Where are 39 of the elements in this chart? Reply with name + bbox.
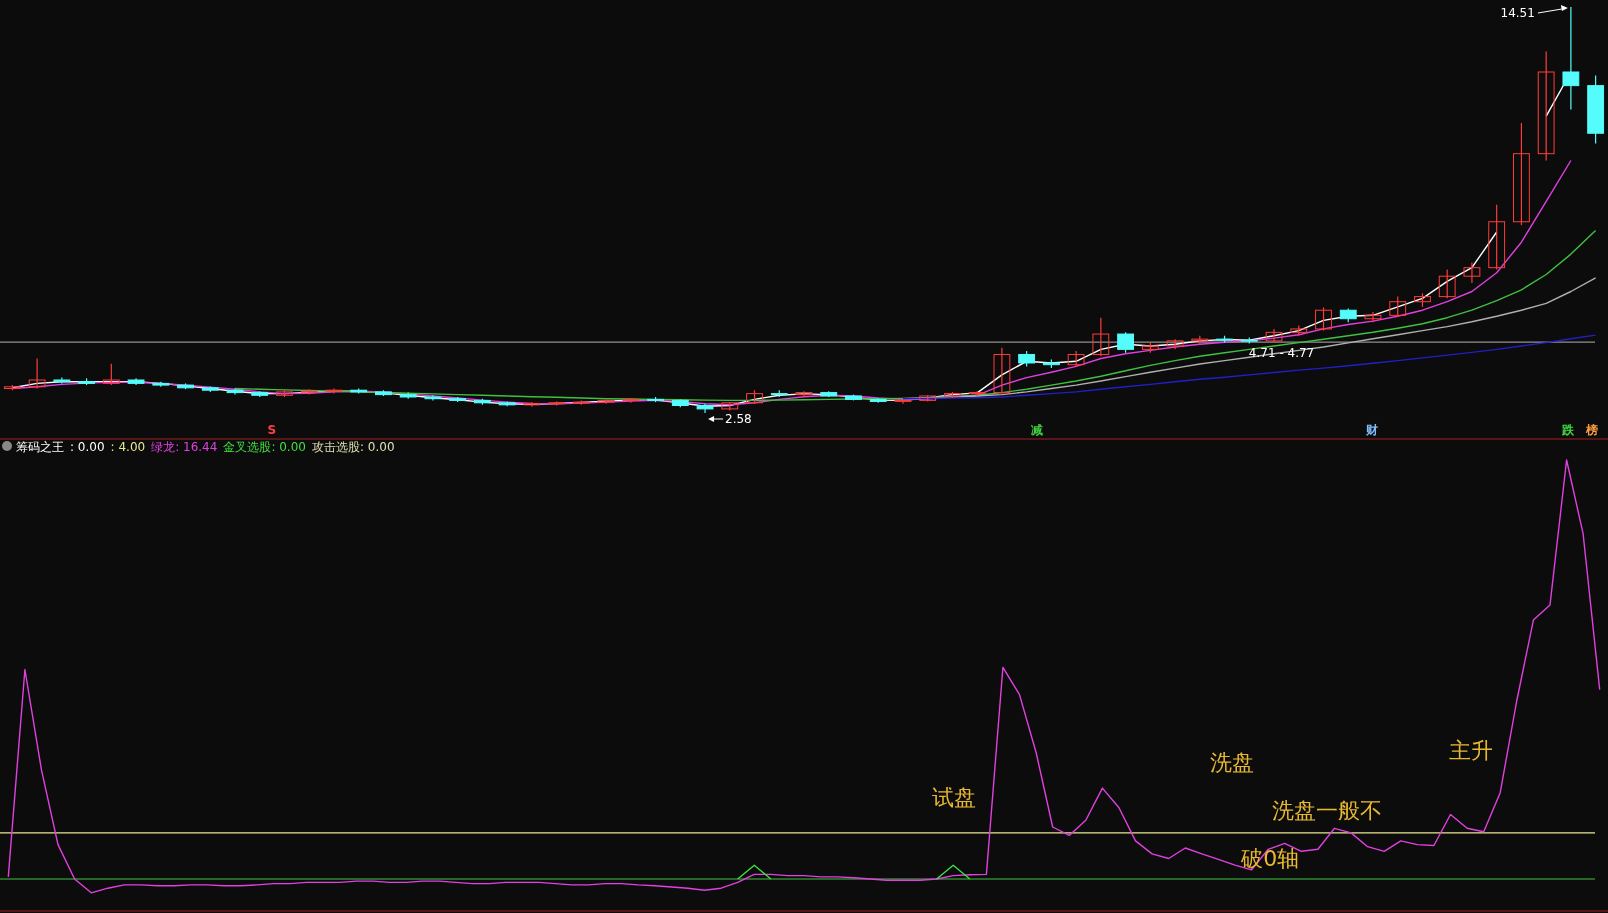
- candlestick: [795, 390, 813, 398]
- text: 榜: [1584, 423, 1598, 437]
- candlestick: [1166, 338, 1184, 350]
- candlestick: [1389, 296, 1407, 318]
- text: 跌: [1560, 423, 1575, 437]
- chart-title: 筹码之王: [16, 440, 64, 454]
- candlestick: [523, 401, 541, 408]
- candlestick: [1513, 122, 1530, 226]
- candlestick: [1463, 261, 1481, 284]
- text: 财: [1364, 423, 1378, 437]
- candlestick: [1117, 331, 1135, 354]
- annotation: 破0轴: [1240, 846, 1300, 871]
- text: : 4.00: [110, 440, 146, 454]
- candlestick: [1488, 204, 1506, 270]
- candlestick: [1438, 268, 1456, 299]
- text: 金叉选股: 0.00: [223, 440, 306, 454]
- annotation: 14.51: [1500, 6, 1535, 20]
- text: S: [267, 423, 277, 437]
- candlestick: [1092, 317, 1110, 357]
- annotation: 2.58: [725, 412, 752, 426]
- candlestick: [894, 398, 912, 405]
- annotation: 试盘: [931, 785, 976, 810]
- candlestick: [325, 387, 343, 395]
- candlestick: [1537, 50, 1555, 162]
- candlestick: [1265, 328, 1283, 344]
- candlestick: [1067, 350, 1085, 367]
- candlestick: [28, 357, 46, 390]
- candlestick: [1315, 306, 1332, 332]
- candlestick: [993, 347, 1011, 395]
- annotation: 洗盘一般不: [1271, 798, 1382, 823]
- text: 绿龙: 16.44: [151, 440, 218, 454]
- text: : 0.00: [70, 440, 105, 454]
- annotation: 洗盘: [1209, 750, 1254, 775]
- candlestick: [102, 363, 120, 386]
- text: 减: [1031, 423, 1044, 437]
- text: 攻击选股: 0.00: [311, 440, 395, 454]
- candlestick: [1364, 311, 1382, 323]
- candlestick: [226, 387, 244, 396]
- annotation: 主升: [1449, 738, 1494, 763]
